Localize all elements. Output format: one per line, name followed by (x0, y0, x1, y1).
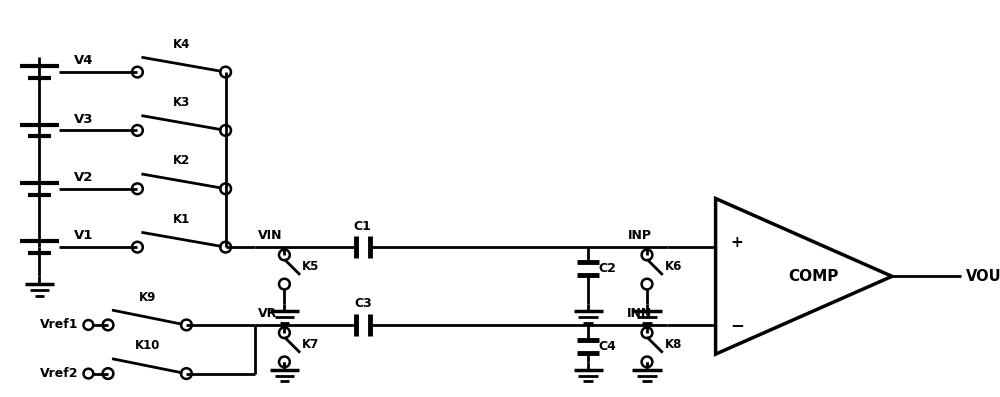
Text: C3: C3 (354, 297, 372, 310)
Text: K4: K4 (173, 38, 190, 51)
Text: K3: K3 (173, 96, 190, 109)
Text: K5: K5 (302, 260, 319, 273)
Text: VIN: VIN (258, 229, 282, 242)
Text: V2: V2 (74, 171, 93, 184)
Text: C4: C4 (598, 340, 616, 353)
Text: K2: K2 (173, 154, 190, 168)
Text: K9: K9 (139, 291, 156, 304)
Text: C1: C1 (354, 220, 372, 233)
Text: Vref2: Vref2 (40, 367, 79, 380)
Text: V3: V3 (74, 113, 93, 125)
Text: INP: INP (628, 229, 652, 242)
Text: V1: V1 (74, 229, 93, 242)
Text: VR: VR (258, 307, 277, 320)
Text: C2: C2 (598, 262, 616, 275)
Text: V4: V4 (74, 54, 93, 67)
Text: INN: INN (627, 307, 652, 320)
Text: K1: K1 (173, 213, 190, 226)
Text: −: − (730, 316, 744, 334)
Text: K7: K7 (302, 337, 319, 351)
Text: K10: K10 (135, 339, 160, 352)
Text: K6: K6 (665, 260, 682, 273)
Text: K8: K8 (665, 337, 682, 351)
Text: Vref1: Vref1 (40, 318, 79, 331)
Text: +: + (730, 235, 743, 250)
Text: VOUT: VOUT (966, 269, 1000, 284)
Text: COMP: COMP (788, 269, 839, 284)
